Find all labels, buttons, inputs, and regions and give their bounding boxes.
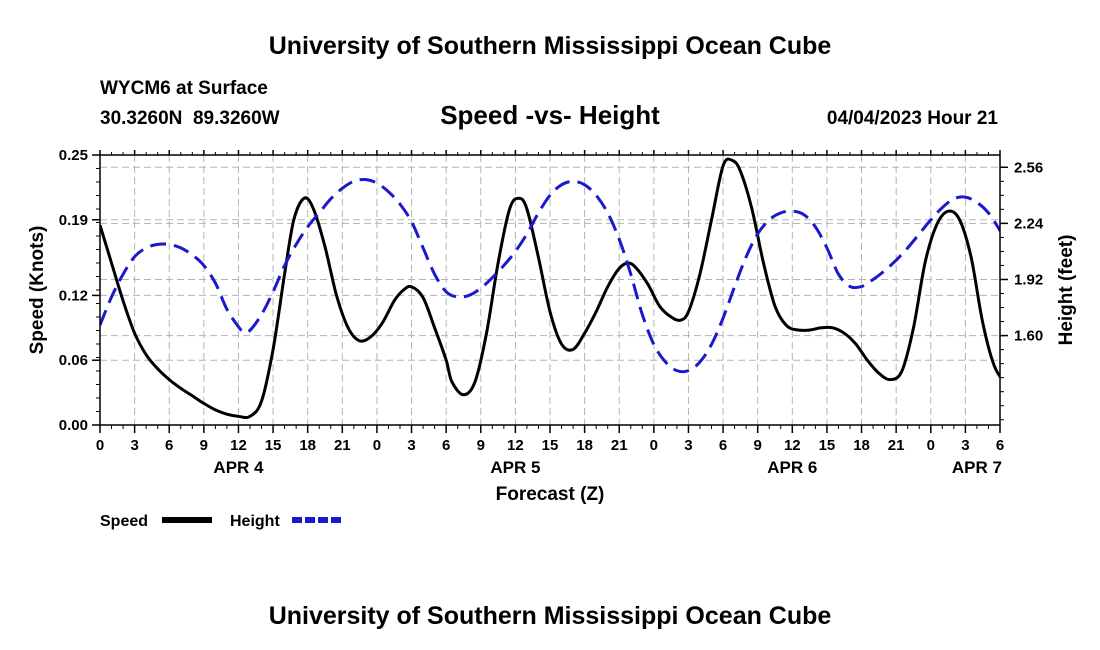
x-tick-label: 12 [507, 437, 524, 454]
bottom-title: University of Southern Mississippi Ocean… [269, 602, 832, 630]
y-right-tick-label: 1.60 [1014, 328, 1043, 345]
y-left-tick-label: 0.12 [59, 287, 88, 304]
chart-subtitle: Speed -vs- Height [440, 100, 660, 130]
x-tick-label: 0 [96, 437, 104, 454]
x-tick-label: 6 [996, 437, 1004, 454]
x-tick-label: 21 [888, 437, 905, 454]
legend: Speed Height [100, 513, 342, 530]
x-tick-label: 3 [961, 437, 969, 454]
x-axis-label: Forecast (Z) [496, 484, 605, 505]
x-tick-label: 15 [265, 437, 282, 454]
legend-height-label: Height [230, 513, 280, 530]
y-right-tick-label: 2.24 [1014, 215, 1044, 232]
x-tick-label: 3 [684, 437, 692, 454]
x-tick-label: 6 [719, 437, 727, 454]
x-tick-label: 9 [754, 437, 762, 454]
speed-series-line [100, 157, 1000, 420]
x-tick-label: 9 [477, 437, 485, 454]
x-tick-label: 18 [299, 437, 316, 454]
x-tick-label: 12 [784, 437, 801, 454]
x-tick-label: 3 [130, 437, 138, 454]
y-left-tick-label: 0.25 [59, 147, 88, 164]
x-tick-label: 0 [650, 437, 658, 454]
y-left-tick-label: 0.00 [59, 417, 88, 434]
day-label: APR 6 [767, 458, 817, 477]
legend-speed-label: Speed [100, 513, 148, 530]
x-tick-label: 6 [442, 437, 450, 454]
x-tick-label: 6 [165, 437, 173, 454]
y-left-tick-label: 0.19 [59, 212, 88, 229]
plot-frame [99, 154, 1001, 426]
x-tick-label: 0 [927, 437, 935, 454]
x-tick-label: 9 [200, 437, 208, 454]
tick-labels: 0 3 6 9 12 15 18 21 0 3 6 9 12 15 18 21 0 3 6 9 12 15 18 21 0 3 6 A… [59, 147, 1044, 477]
y-right-tick-label: 1.92 [1014, 271, 1043, 288]
coordinates-label: 30.3260N 89.3260W [100, 108, 280, 129]
x-tick-label: 15 [819, 437, 836, 454]
day-label: APR 4 [213, 458, 264, 477]
y-right-tick-label: 2.56 [1014, 159, 1043, 176]
day-label: APR 7 [952, 458, 1002, 477]
x-tick-label: 18 [576, 437, 593, 454]
x-tick-label: 3 [407, 437, 415, 454]
x-tick-label: 18 [853, 437, 870, 454]
x-tick-label: 0 [373, 437, 381, 454]
station-label: WYCM6 at Surface [100, 78, 268, 99]
y-axis-left-label: Speed (Knots) [27, 226, 48, 355]
y-axis-right-label: Height (feet) [1056, 235, 1077, 346]
forecast-datetime: 04/04/2023 Hour 21 [827, 108, 999, 129]
x-tick-label: 21 [611, 437, 628, 454]
y-left-tick-label: 0.06 [59, 352, 88, 369]
x-tick-label: 21 [334, 437, 351, 454]
day-label: APR 5 [490, 458, 540, 477]
x-tick-label: 12 [230, 437, 247, 454]
top-title: University of Southern Mississippi Ocean… [269, 32, 832, 60]
x-tick-label: 15 [542, 437, 559, 454]
series-group [100, 157, 1000, 420]
